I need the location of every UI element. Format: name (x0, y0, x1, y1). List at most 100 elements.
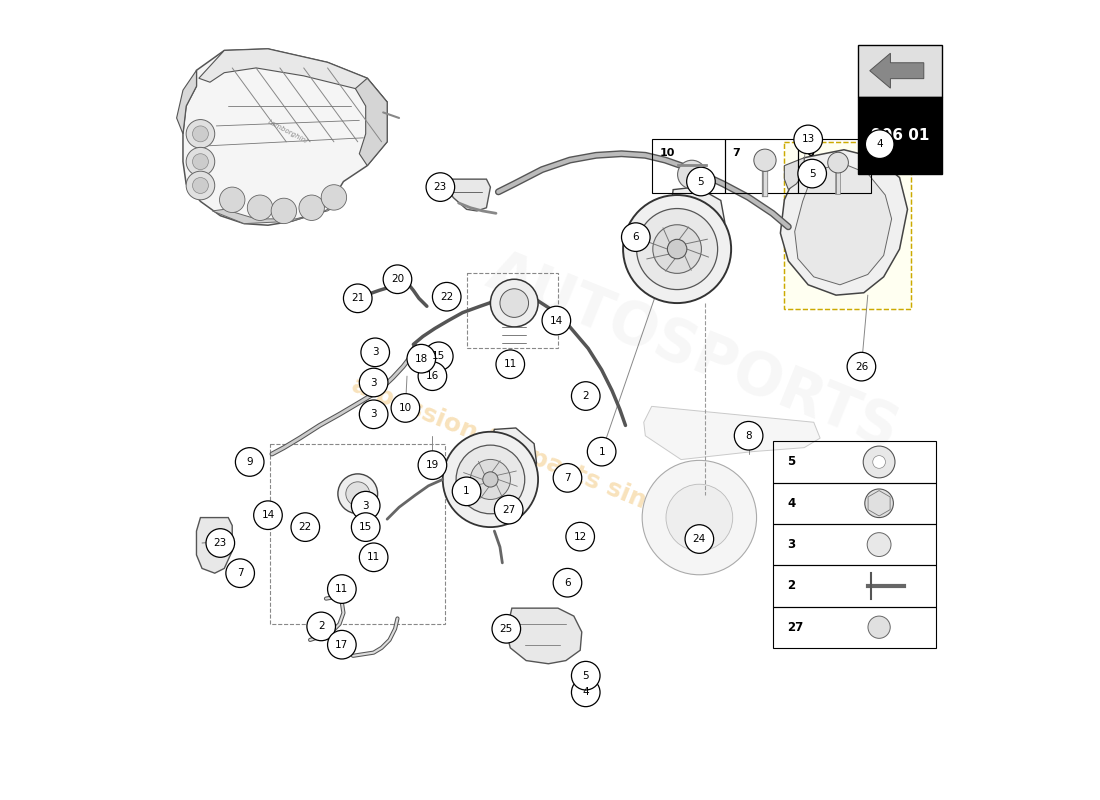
Circle shape (248, 195, 273, 221)
Circle shape (668, 239, 686, 258)
Circle shape (345, 482, 370, 506)
Circle shape (360, 400, 388, 429)
Text: 13: 13 (802, 134, 815, 145)
Circle shape (553, 569, 582, 597)
Circle shape (383, 265, 411, 294)
Text: 11: 11 (504, 359, 517, 370)
Circle shape (407, 344, 436, 373)
Text: 22: 22 (440, 292, 453, 302)
Text: 2: 2 (788, 579, 795, 592)
Circle shape (686, 167, 715, 196)
Circle shape (351, 491, 380, 520)
Text: 5: 5 (788, 455, 795, 469)
Circle shape (483, 472, 498, 487)
Polygon shape (784, 158, 804, 190)
Text: 23: 23 (433, 182, 447, 192)
Text: 10: 10 (660, 148, 675, 158)
Text: 3: 3 (362, 501, 369, 510)
Circle shape (864, 446, 895, 478)
Circle shape (572, 678, 601, 706)
Polygon shape (449, 179, 491, 211)
Text: 4: 4 (582, 687, 590, 698)
Text: 3: 3 (371, 378, 377, 387)
Text: a passion for parts since 1999: a passion for parts since 1999 (348, 373, 752, 554)
Circle shape (587, 438, 616, 466)
Circle shape (338, 474, 377, 514)
Bar (798, 139, 871, 194)
Polygon shape (197, 518, 232, 573)
Circle shape (798, 159, 826, 188)
Bar (773, 606, 936, 648)
Text: 4: 4 (788, 497, 795, 510)
Bar (773, 442, 936, 482)
Circle shape (572, 662, 601, 690)
Bar (773, 482, 936, 524)
Circle shape (642, 460, 757, 574)
Text: 6: 6 (564, 578, 571, 588)
Polygon shape (644, 406, 821, 459)
Text: 19: 19 (426, 460, 439, 470)
Text: 6: 6 (806, 148, 814, 158)
Text: 2: 2 (318, 622, 324, 631)
Text: 5: 5 (808, 169, 815, 178)
Circle shape (872, 456, 886, 468)
Circle shape (351, 513, 380, 542)
Text: 8: 8 (746, 430, 752, 441)
Text: 23: 23 (213, 538, 227, 548)
Polygon shape (780, 150, 908, 295)
Text: 906 01: 906 01 (871, 127, 930, 142)
Circle shape (868, 616, 890, 638)
Polygon shape (199, 49, 387, 102)
Circle shape (754, 149, 777, 171)
Text: 14: 14 (550, 315, 563, 326)
Polygon shape (183, 49, 387, 226)
Circle shape (494, 495, 522, 524)
Bar (725, 139, 797, 194)
Text: 2: 2 (582, 391, 590, 401)
Circle shape (192, 178, 208, 194)
Circle shape (206, 529, 234, 558)
Text: 5: 5 (582, 670, 590, 681)
Circle shape (292, 513, 320, 542)
Circle shape (186, 171, 214, 200)
Polygon shape (506, 608, 582, 664)
Circle shape (186, 147, 214, 176)
Text: 3: 3 (371, 410, 377, 419)
Text: 27: 27 (502, 505, 515, 514)
Circle shape (621, 223, 650, 251)
Circle shape (847, 352, 876, 381)
Text: 18: 18 (415, 354, 428, 364)
Circle shape (867, 533, 891, 557)
Circle shape (426, 173, 454, 202)
Polygon shape (177, 70, 197, 134)
Circle shape (192, 126, 208, 142)
Text: 6: 6 (632, 232, 639, 242)
Bar (651, 139, 725, 194)
Text: 15: 15 (359, 522, 372, 532)
Circle shape (542, 306, 571, 335)
Circle shape (307, 612, 336, 641)
Text: 15: 15 (432, 351, 446, 362)
Circle shape (220, 187, 245, 213)
Text: 27: 27 (788, 621, 804, 634)
Circle shape (328, 574, 356, 603)
Polygon shape (784, 142, 912, 309)
Text: 9: 9 (246, 457, 253, 467)
Text: 3: 3 (788, 538, 795, 551)
Polygon shape (212, 202, 343, 224)
Polygon shape (355, 78, 387, 166)
Circle shape (361, 338, 389, 366)
Circle shape (226, 559, 254, 587)
Circle shape (492, 614, 520, 643)
Bar (858, 45, 942, 97)
Text: 10: 10 (399, 403, 412, 413)
Circle shape (321, 185, 346, 210)
Polygon shape (794, 163, 892, 285)
Circle shape (235, 448, 264, 476)
Circle shape (442, 432, 538, 527)
Text: 7: 7 (236, 568, 243, 578)
Text: 11: 11 (367, 552, 381, 562)
Text: 14: 14 (262, 510, 275, 520)
Text: 7: 7 (564, 473, 571, 483)
Circle shape (425, 342, 453, 370)
